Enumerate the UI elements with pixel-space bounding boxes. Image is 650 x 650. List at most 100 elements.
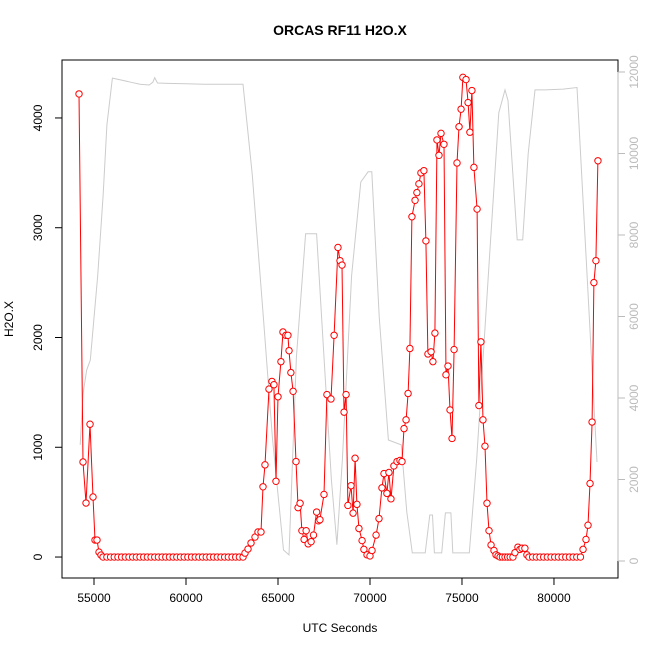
data-point <box>429 357 437 366</box>
data-point <box>475 401 483 410</box>
x-tick-label: 65000 <box>261 591 295 605</box>
data-point <box>586 479 594 488</box>
data-point <box>342 390 350 399</box>
data-point <box>383 489 391 498</box>
data-point <box>437 129 445 138</box>
data-point <box>450 345 458 354</box>
data-point <box>272 477 280 485</box>
y-tick-label: 4000 <box>31 104 45 131</box>
x-axis-label: UTC Seconds <box>303 621 378 635</box>
data-point <box>274 393 282 401</box>
data-point <box>453 159 461 167</box>
data-point <box>402 416 410 424</box>
data-point <box>344 501 352 510</box>
data-point <box>349 509 357 517</box>
data-point <box>79 458 87 466</box>
chart-title: ORCAS RF11 H2O.X <box>273 22 407 38</box>
data-point <box>86 420 94 428</box>
data-point <box>296 499 304 507</box>
y2-tick-label: 6000 <box>627 303 641 330</box>
data-point <box>473 205 481 213</box>
data-point <box>270 380 278 389</box>
data-point <box>259 483 267 491</box>
data-point <box>75 90 83 98</box>
data-point <box>446 406 454 414</box>
data-point <box>442 371 450 379</box>
data-point <box>347 481 355 490</box>
x-tick-label: 80000 <box>537 591 571 605</box>
data-point <box>457 105 465 113</box>
y2-tick-label: 10000 <box>627 136 641 170</box>
data-point <box>470 163 478 172</box>
data-point <box>579 545 587 554</box>
data-point <box>289 387 297 395</box>
data-point <box>464 98 472 107</box>
data-point <box>330 331 338 340</box>
data-point <box>404 389 412 398</box>
data-point <box>340 408 348 416</box>
data-point <box>433 136 441 144</box>
data-point <box>594 157 602 165</box>
data-point <box>292 457 300 466</box>
data-point <box>584 521 592 529</box>
x-tick-label: 55000 <box>77 591 111 605</box>
data-point <box>334 243 342 252</box>
data-point <box>485 526 493 535</box>
data-point <box>435 151 443 159</box>
data-point <box>487 541 495 549</box>
data-point <box>355 524 363 533</box>
data-point <box>420 166 428 175</box>
data-point <box>468 86 476 95</box>
data-point <box>368 546 376 555</box>
data-point <box>300 535 308 544</box>
data-point <box>422 237 430 245</box>
data-point <box>302 526 310 535</box>
data-point <box>244 545 252 553</box>
data-point <box>89 493 97 501</box>
y2-tick-label: 8000 <box>627 221 641 248</box>
data-point <box>307 537 315 546</box>
data-point <box>427 348 435 356</box>
data-point <box>312 508 321 516</box>
data-point <box>358 536 366 545</box>
y-axis-label: H2O.X <box>2 301 16 337</box>
data-point <box>462 75 470 84</box>
data-point <box>406 344 414 353</box>
data-point <box>400 424 408 433</box>
data-point <box>320 490 328 499</box>
data-point <box>477 338 485 346</box>
data-point <box>411 196 419 204</box>
data-point <box>257 528 265 536</box>
data-point <box>284 331 292 340</box>
data-point <box>483 499 491 507</box>
data-point <box>316 516 324 524</box>
data-point <box>413 188 421 197</box>
y2-tick-label: 2000 <box>627 466 641 493</box>
series-line <box>79 76 598 556</box>
data-point <box>261 461 269 469</box>
data-point <box>415 180 423 188</box>
data-point <box>408 213 416 221</box>
data-point <box>351 454 359 462</box>
data-point <box>375 514 383 523</box>
data-point <box>360 545 368 554</box>
data-point <box>431 329 439 337</box>
data-point <box>378 484 386 492</box>
data-point <box>398 457 406 466</box>
data-point <box>387 495 395 503</box>
data-point <box>338 261 346 269</box>
data-point <box>582 535 590 544</box>
y-tick-label: 1000 <box>31 434 45 461</box>
y-tick-label: 3000 <box>31 214 45 241</box>
data-point <box>590 278 598 287</box>
y2-tick-label: 12000 <box>627 55 641 89</box>
data-point <box>82 499 90 507</box>
y-tick-label: 0 <box>31 553 45 560</box>
data-point <box>481 442 489 450</box>
data-point <box>265 385 273 393</box>
data-point <box>592 256 600 265</box>
data-point <box>440 140 448 149</box>
data-point <box>327 395 335 403</box>
data-point <box>385 468 393 477</box>
